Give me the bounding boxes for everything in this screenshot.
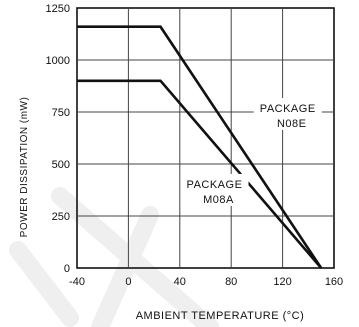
y-tick-label: 500 xyxy=(52,159,70,171)
annotation-backing xyxy=(180,173,249,206)
x-tick-label: 160 xyxy=(325,276,343,288)
x-tick-label: -40 xyxy=(69,276,85,288)
annotation-n08e: PACKAGE N08E xyxy=(253,98,322,130)
x-tick-label: 0 xyxy=(125,276,131,288)
y-tick-label: 250 xyxy=(52,211,70,223)
annotation-line: N08E xyxy=(277,118,307,130)
x-axis-label: AMBIENT TEMPERATURE (°C) xyxy=(136,310,305,322)
series-group xyxy=(77,25,323,269)
series-line-n08e xyxy=(77,25,323,269)
y-tick-label: 0 xyxy=(64,263,70,275)
x-tick-label: 120 xyxy=(273,276,291,288)
x-tick-label: 40 xyxy=(174,276,186,288)
annotation-line: PACKAGE xyxy=(260,103,316,115)
y-axis-label: POWER DISSIPATION (mW) xyxy=(19,97,30,238)
plot-frame xyxy=(76,7,335,269)
annotations: PACKAGE N08E PACKAGE M08A xyxy=(180,98,322,206)
x-tick-label: 80 xyxy=(225,276,237,288)
annotation-line: PACKAGE xyxy=(187,179,243,191)
y-tick-label: 1000 xyxy=(46,55,70,67)
annotation-m08a: PACKAGE M08A xyxy=(180,173,249,206)
series-line-m08a xyxy=(77,79,323,269)
y-tick-label: 1250 xyxy=(46,3,70,15)
y-tick-label: 750 xyxy=(52,107,70,119)
annotation-backing xyxy=(253,98,322,130)
annotation-line: M08A xyxy=(203,194,234,206)
